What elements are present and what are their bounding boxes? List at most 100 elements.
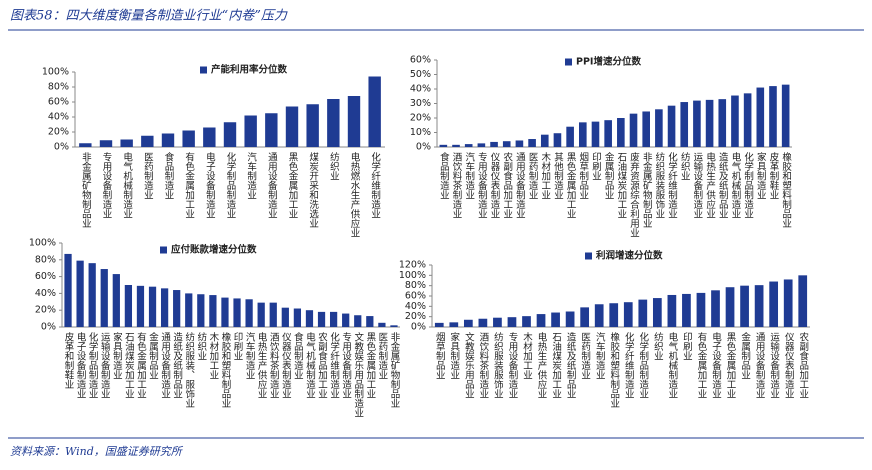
bar — [439, 144, 448, 147]
x-tick-label: 纺织服装服饰业 — [492, 331, 504, 398]
x-tick-label: 纺织业 — [195, 331, 207, 360]
x-tick-label: 家具制造业 — [448, 331, 460, 379]
x-tick-label: 化学纤维制造业 — [666, 151, 678, 218]
bar — [285, 106, 299, 147]
x-tick-label: 印刷业 — [590, 151, 602, 180]
x-tick-label: 废弃资源综合利用业 — [628, 151, 640, 237]
y-tick-label: 0% — [416, 142, 431, 153]
bar — [452, 144, 460, 147]
bar — [182, 130, 195, 147]
x-tick-label: 电气机械制造业 — [729, 151, 741, 218]
bar — [682, 293, 691, 327]
bar — [528, 139, 536, 147]
bar — [464, 144, 473, 147]
y-tick-label: 50% — [410, 69, 431, 80]
x-tick-label: 酒饮料茶制造业 — [451, 152, 463, 219]
x-tick-label: 农副食品加工业 — [501, 151, 513, 218]
bar — [79, 143, 92, 147]
x-tick-label: 金属制品业 — [147, 331, 159, 379]
x-tick-label: 医药制造业 — [142, 152, 154, 200]
x-tick-label: 橡胶和塑料制品业 — [780, 151, 792, 228]
x-tick-label: 造纸及纸制品业 — [171, 331, 183, 398]
x-tick-label: 仪器仪表制造业 — [280, 332, 292, 399]
y-tick-label: 20% — [410, 113, 431, 124]
x-tick-label: 电子设备制造业 — [204, 151, 216, 218]
x-tick-label: 运输设备制造业 — [768, 332, 780, 399]
x-tick-label: 仪器仪表制造业 — [783, 332, 795, 399]
bar — [609, 303, 619, 327]
bar — [783, 279, 793, 327]
bar — [667, 294, 677, 327]
bar — [141, 135, 154, 147]
y-tick-label: 80% — [405, 280, 426, 291]
bar — [478, 318, 488, 327]
x-tick-label: 酒饮料茶制造业 — [477, 332, 489, 399]
x-tick-label: 纺织业 — [679, 151, 691, 180]
legend-swatch — [585, 252, 592, 260]
bar — [540, 134, 549, 147]
bar — [269, 302, 277, 327]
x-tick-label: 有色金属加工业 — [183, 151, 195, 218]
x-tick-label: 电子设备制造业 — [710, 331, 722, 398]
bar — [798, 275, 808, 327]
y-tick-label: 60% — [410, 55, 431, 66]
bar — [306, 104, 319, 147]
x-tick-label: 专用设备制造业 — [506, 331, 518, 398]
bar — [725, 287, 735, 327]
bar — [756, 87, 765, 147]
x-tick-label: 石油煤炭加工业 — [550, 332, 562, 399]
x-tick-label: 化学纤维制造业 — [328, 331, 340, 398]
bar — [293, 308, 302, 327]
bar — [434, 322, 444, 327]
x-tick-label: 汽车制造业 — [594, 331, 606, 379]
bar — [88, 263, 96, 327]
x-tick-label: 文教娱乐用品业 — [463, 331, 475, 398]
y-tick-label: 0% — [41, 322, 56, 333]
bar — [64, 253, 72, 327]
bar — [329, 311, 338, 327]
x-tick-label: 运输设备制造业 — [691, 152, 703, 219]
y-tick-label: 100% — [29, 238, 56, 249]
bar — [696, 292, 706, 327]
x-tick-label: 专用设备制造业 — [476, 151, 488, 218]
x-tick-label: 汽车制造业 — [245, 151, 257, 199]
bar — [173, 290, 181, 327]
x-tick-label: 酒饮料茶制造业 — [268, 332, 280, 399]
x-tick-label: 食品制造业 — [438, 151, 450, 199]
bar — [536, 314, 546, 327]
x-tick-label: 电热生产供应业 — [536, 331, 548, 398]
x-tick-label: 家具制造业 — [111, 331, 123, 379]
bar — [185, 293, 193, 327]
y-tick-label: 100% — [399, 270, 426, 281]
y-tick-label: 60% — [35, 271, 56, 282]
bar — [655, 109, 663, 147]
bar — [754, 285, 764, 327]
bar — [623, 302, 633, 327]
bar — [667, 105, 676, 147]
x-tick-label: 有色金属加工业 — [695, 331, 707, 398]
x-tick-label: 皮革和制鞋业 — [63, 331, 75, 389]
x-tick-label: 化学制品制造业 — [637, 331, 649, 398]
bar — [522, 316, 531, 327]
x-tick-label: 电气机械制造业 — [121, 151, 133, 218]
bar — [638, 299, 648, 327]
y-tick-label: 20% — [48, 127, 69, 138]
y-tick-label: 60% — [405, 291, 426, 302]
y-tick-label: 30% — [410, 98, 431, 109]
legend-swatch — [565, 58, 572, 66]
legend-label: 利润增速分位数 — [595, 250, 663, 262]
bar — [221, 297, 229, 327]
bar — [136, 285, 145, 327]
bar — [591, 121, 600, 147]
x-tick-label: 汽车制造业 — [463, 151, 475, 199]
x-tick-label: 化学纤维制造业 — [623, 331, 635, 398]
x-tick-label: 金属制品业 — [739, 331, 751, 379]
x-tick-label: 通用设备制造业 — [754, 332, 766, 399]
x-tick-label: 纺织服装服饰业 — [653, 151, 665, 218]
bar — [390, 325, 398, 327]
bar — [244, 115, 257, 147]
x-tick-label: 金属制品业 — [603, 151, 615, 199]
bar — [347, 96, 361, 147]
page-title: 图表58：四大维度衡量各制造业行业“内卷”压力 — [10, 8, 288, 24]
bar — [604, 120, 612, 147]
